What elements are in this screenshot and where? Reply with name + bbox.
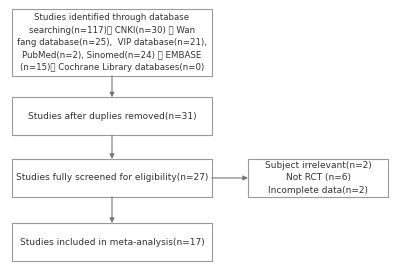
Text: Studies included in meta-analysis(n=17): Studies included in meta-analysis(n=17) xyxy=(20,237,204,246)
Text: Subject irrelevant(n=2)
Not RCT (n=6)
Incomplete data(n=2): Subject irrelevant(n=2) Not RCT (n=6) In… xyxy=(265,161,371,195)
Text: Studies identified through database
searching(n=117)， CNKI(n=30) ， Wan
fang data: Studies identified through database sear… xyxy=(17,13,207,72)
Text: Studies after duplies removed(n=31): Studies after duplies removed(n=31) xyxy=(28,112,196,121)
Text: Studies fully screened for eligibility(n=27): Studies fully screened for eligibility(n… xyxy=(16,174,208,183)
FancyBboxPatch shape xyxy=(12,10,212,76)
FancyBboxPatch shape xyxy=(12,223,212,261)
FancyBboxPatch shape xyxy=(12,97,212,135)
FancyBboxPatch shape xyxy=(248,159,388,197)
FancyBboxPatch shape xyxy=(12,159,212,197)
